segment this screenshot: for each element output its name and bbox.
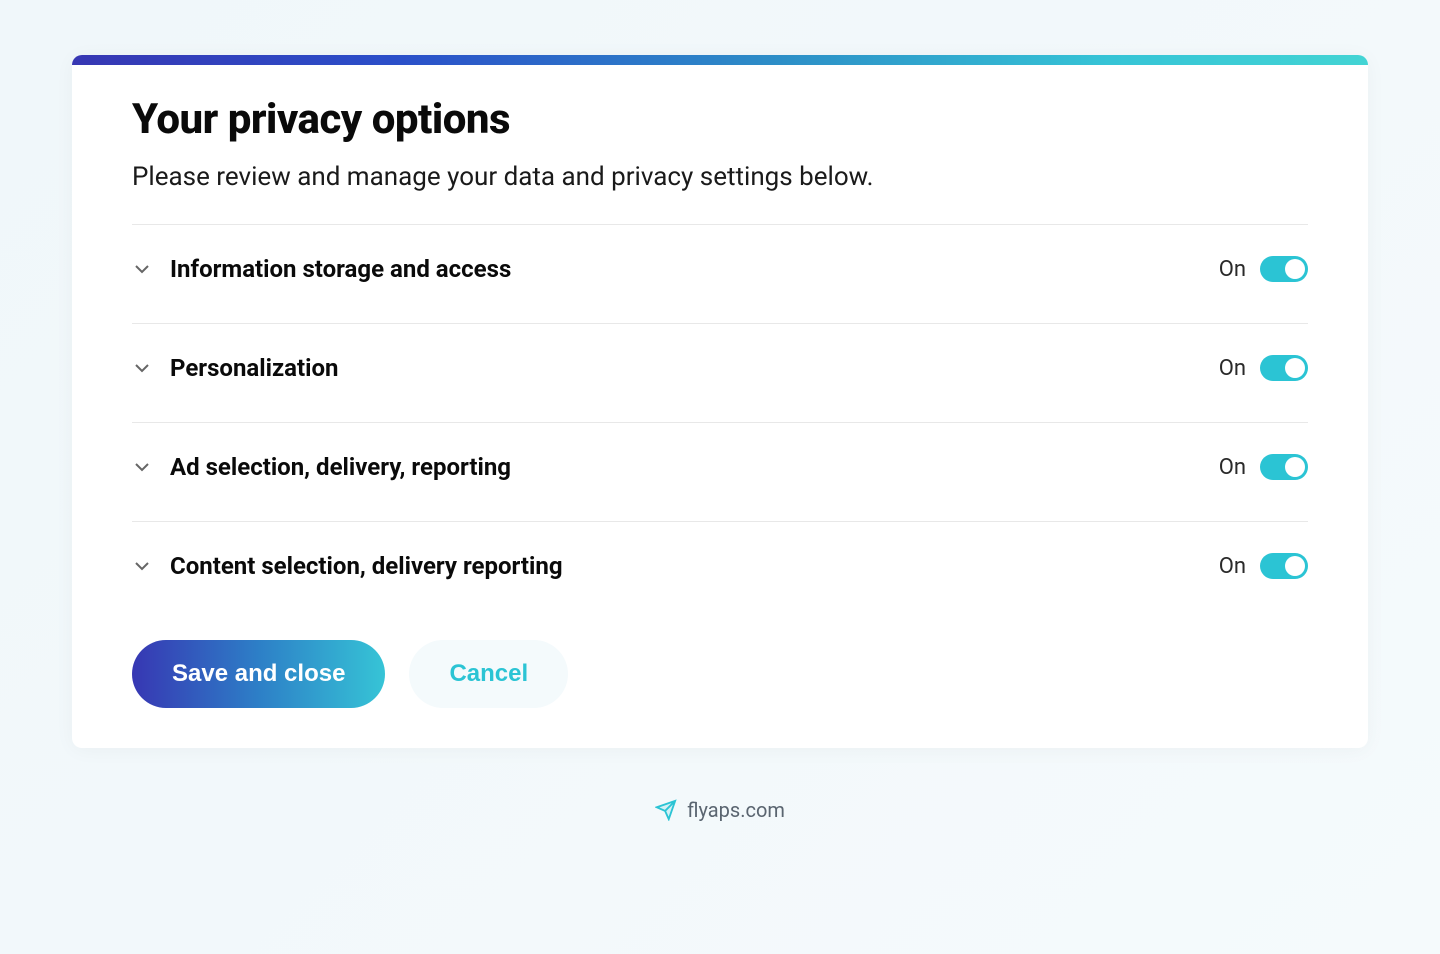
privacy-card: Your privacy options Please review and m… — [72, 55, 1368, 748]
button-row: Save and close Cancel — [132, 640, 1308, 708]
option-right: On — [1219, 553, 1308, 579]
toggle-knob — [1285, 556, 1305, 576]
option-row-storage: Information storage and access On — [132, 225, 1308, 323]
chevron-down-icon[interactable] — [132, 556, 152, 576]
toggle-switch[interactable] — [1260, 355, 1308, 381]
status-text: On — [1219, 356, 1246, 381]
toggle-switch[interactable] — [1260, 454, 1308, 480]
chevron-down-icon[interactable] — [132, 457, 152, 477]
page-title: Your privacy options — [132, 95, 1308, 144]
page-subtitle: Please review and manage your data and p… — [132, 162, 1308, 192]
chevron-down-icon[interactable] — [132, 259, 152, 279]
option-label: Content selection, delivery reporting — [170, 552, 563, 580]
footer-text: flyaps.com — [687, 798, 785, 822]
cancel-button[interactable]: Cancel — [409, 640, 568, 708]
paper-plane-icon — [655, 799, 677, 821]
gradient-accent-bar — [72, 55, 1368, 65]
option-left: Personalization — [132, 354, 338, 382]
card-content: Your privacy options Please review and m… — [72, 65, 1368, 748]
option-right: On — [1219, 256, 1308, 282]
toggle-switch[interactable] — [1260, 256, 1308, 282]
toggle-knob — [1285, 457, 1305, 477]
option-label: Information storage and access — [170, 255, 511, 283]
option-left: Content selection, delivery reporting — [132, 552, 563, 580]
chevron-down-icon[interactable] — [132, 358, 152, 378]
footer: flyaps.com — [72, 798, 1368, 822]
toggle-knob — [1285, 358, 1305, 378]
status-text: On — [1219, 257, 1246, 282]
option-label: Personalization — [170, 354, 338, 382]
save-close-button[interactable]: Save and close — [132, 640, 385, 708]
option-right: On — [1219, 355, 1308, 381]
option-left: Information storage and access — [132, 255, 511, 283]
toggle-knob — [1285, 259, 1305, 279]
option-left: Ad selection, delivery, reporting — [132, 453, 511, 481]
option-label: Ad selection, delivery, reporting — [170, 453, 511, 481]
status-text: On — [1219, 554, 1246, 579]
option-right: On — [1219, 454, 1308, 480]
option-row-personalization: Personalization On — [132, 324, 1308, 422]
option-row-ad-selection: Ad selection, delivery, reporting On — [132, 423, 1308, 521]
toggle-switch[interactable] — [1260, 553, 1308, 579]
status-text: On — [1219, 455, 1246, 480]
option-row-content-selection: Content selection, delivery reporting On — [132, 522, 1308, 620]
